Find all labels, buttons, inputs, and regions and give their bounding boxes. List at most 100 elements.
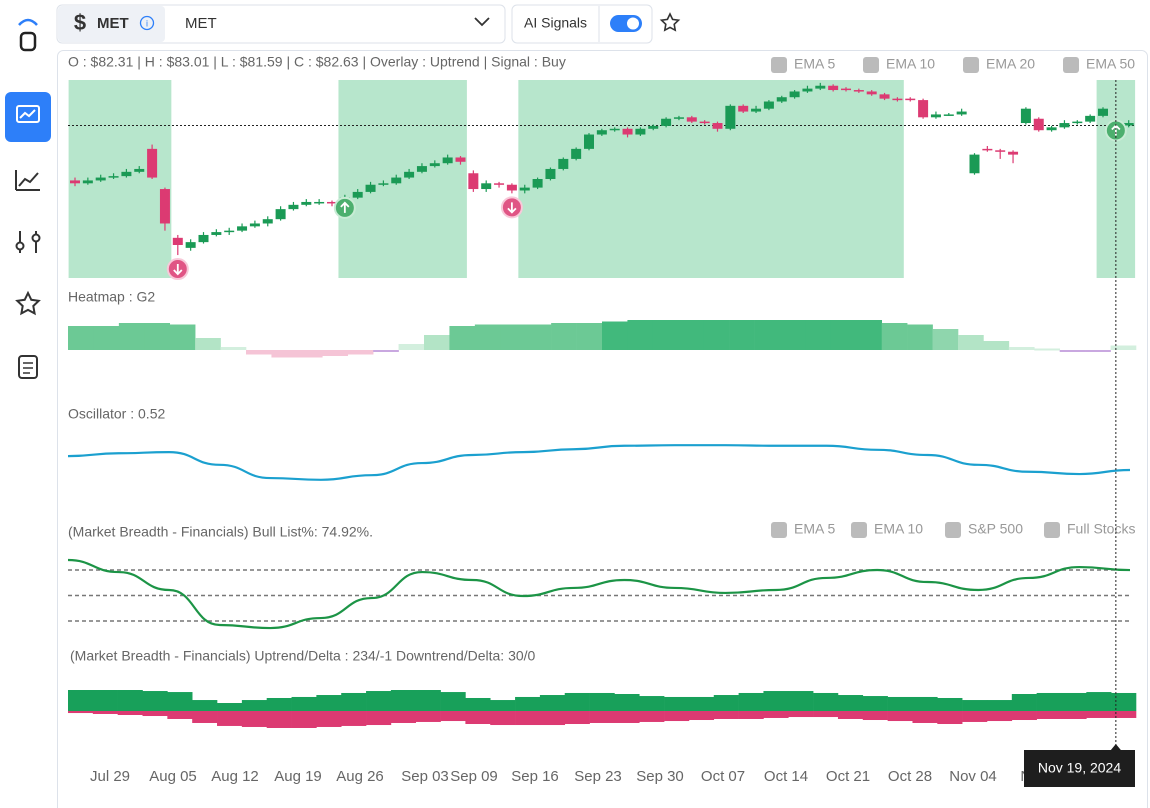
candle-body xyxy=(1008,151,1019,155)
delta-title: (Market Breadth - Financials) Uptrend/De… xyxy=(70,648,536,664)
favorite-star[interactable] xyxy=(659,12,681,32)
candle-body xyxy=(699,121,710,124)
candle-body xyxy=(1085,115,1096,122)
heatmap-bar xyxy=(983,341,1010,350)
downtrend-bar xyxy=(490,711,516,726)
legend-label: EMA 5 xyxy=(794,521,835,537)
candle-body xyxy=(879,94,890,99)
heatmap-bar xyxy=(830,320,857,350)
ai-signals-box xyxy=(511,4,653,44)
uptrend-bar xyxy=(1086,692,1112,711)
candle-body xyxy=(789,91,800,98)
oscillator-title: Oscillator : 0.52 xyxy=(68,406,165,422)
candle-body xyxy=(609,128,620,131)
downtrend-bar xyxy=(986,711,1013,722)
heatmap-bar xyxy=(500,324,527,350)
candle-body xyxy=(1020,108,1031,124)
search-input[interactable]: MET xyxy=(185,15,217,32)
legend-label: Full Stocks xyxy=(1067,521,1135,537)
candle-body xyxy=(738,105,749,112)
candle-body xyxy=(892,98,903,101)
uptrend-bar xyxy=(1061,692,1087,711)
uptrend-bar xyxy=(986,700,1013,711)
nav-filter-knob xyxy=(31,233,41,243)
uptrend-bar xyxy=(465,697,491,711)
nav-notes[interactable] xyxy=(18,355,38,379)
uptrend-bar xyxy=(167,692,193,711)
symbol: MET xyxy=(97,15,129,32)
heatmap-bar xyxy=(576,323,603,350)
candle-body xyxy=(314,201,325,204)
candle-body xyxy=(481,183,492,190)
legend-box xyxy=(963,57,979,73)
uptrend-bar xyxy=(68,690,94,711)
downtrend-bar xyxy=(589,711,615,723)
candle-body xyxy=(584,134,594,149)
candle-body xyxy=(1098,108,1108,116)
candle-body xyxy=(147,148,158,178)
tooltip-pointer xyxy=(1110,744,1121,750)
downtrend-bar xyxy=(1111,711,1137,718)
x-label: Sep 23 xyxy=(574,768,622,785)
x-label: Aug 05 xyxy=(149,768,197,785)
uptrend-bar xyxy=(564,692,590,711)
heatmap-bar xyxy=(551,323,577,350)
heatmap-bar xyxy=(1034,348,1061,351)
info-i: i xyxy=(146,18,148,28)
candle-body xyxy=(159,189,170,224)
dropdown-caret[interactable] xyxy=(474,17,490,27)
uptrend-bar xyxy=(266,697,292,711)
uptrend-bar xyxy=(390,690,417,711)
candle-body xyxy=(558,158,569,169)
info-icon[interactable] xyxy=(139,15,155,31)
candle-body xyxy=(982,148,993,151)
uptrend-bar xyxy=(614,694,640,711)
heatmap-bar xyxy=(525,324,552,350)
legend-label: EMA 10 xyxy=(874,521,923,537)
uptrend-bar xyxy=(788,691,814,711)
candle-body xyxy=(185,242,196,248)
ohlc-info: O : $82.31 | H : $83.01 | L : $81.59 | C… xyxy=(68,54,566,70)
candle-body xyxy=(905,98,916,101)
legend-box xyxy=(851,522,867,538)
search-box[interactable] xyxy=(56,4,506,44)
candle-body xyxy=(121,171,132,177)
heatmap-bar xyxy=(195,338,221,350)
nav-watchlist[interactable] xyxy=(15,290,41,316)
heatmap-bar xyxy=(373,350,399,352)
heatmap-bar xyxy=(703,320,730,350)
candle-body xyxy=(956,111,967,115)
uptrend-bar xyxy=(539,695,566,711)
heatmap-bar xyxy=(398,344,425,350)
nav-chart-icon-line xyxy=(19,109,36,119)
heatmap-bar xyxy=(449,326,476,350)
candle-body xyxy=(288,204,299,210)
nav-chart-icon xyxy=(16,105,40,123)
candle-body xyxy=(224,230,235,233)
downtrend-bar xyxy=(167,711,193,719)
uptrend-bar xyxy=(142,691,168,711)
breadth-line xyxy=(67,558,1131,630)
downtrend-bar xyxy=(366,711,392,726)
candle-body xyxy=(352,191,363,198)
uptrend-bar xyxy=(291,696,317,711)
downtrend-bar xyxy=(266,711,292,728)
nav-chart-active[interactable] xyxy=(5,92,51,142)
candle-body xyxy=(249,223,260,227)
uptrend-bar xyxy=(490,700,516,711)
downtrend-bar xyxy=(1036,711,1062,719)
heatmap-bar xyxy=(881,323,908,350)
downtrend-bar xyxy=(813,711,839,718)
symbol-chip[interactable] xyxy=(58,6,165,42)
downtrend-bar xyxy=(788,711,814,718)
candle-body xyxy=(70,180,80,184)
heatmap-bar xyxy=(68,326,94,350)
downtrend-bar xyxy=(1086,711,1112,718)
downtrend-bar xyxy=(962,711,988,722)
nav-trends[interactable] xyxy=(15,170,40,191)
heatmap-bar xyxy=(1085,350,1111,352)
heatmap-bar xyxy=(296,350,323,358)
candle-body xyxy=(918,100,929,118)
heatmap-bar xyxy=(627,320,654,350)
downtrend-bar xyxy=(117,711,143,715)
